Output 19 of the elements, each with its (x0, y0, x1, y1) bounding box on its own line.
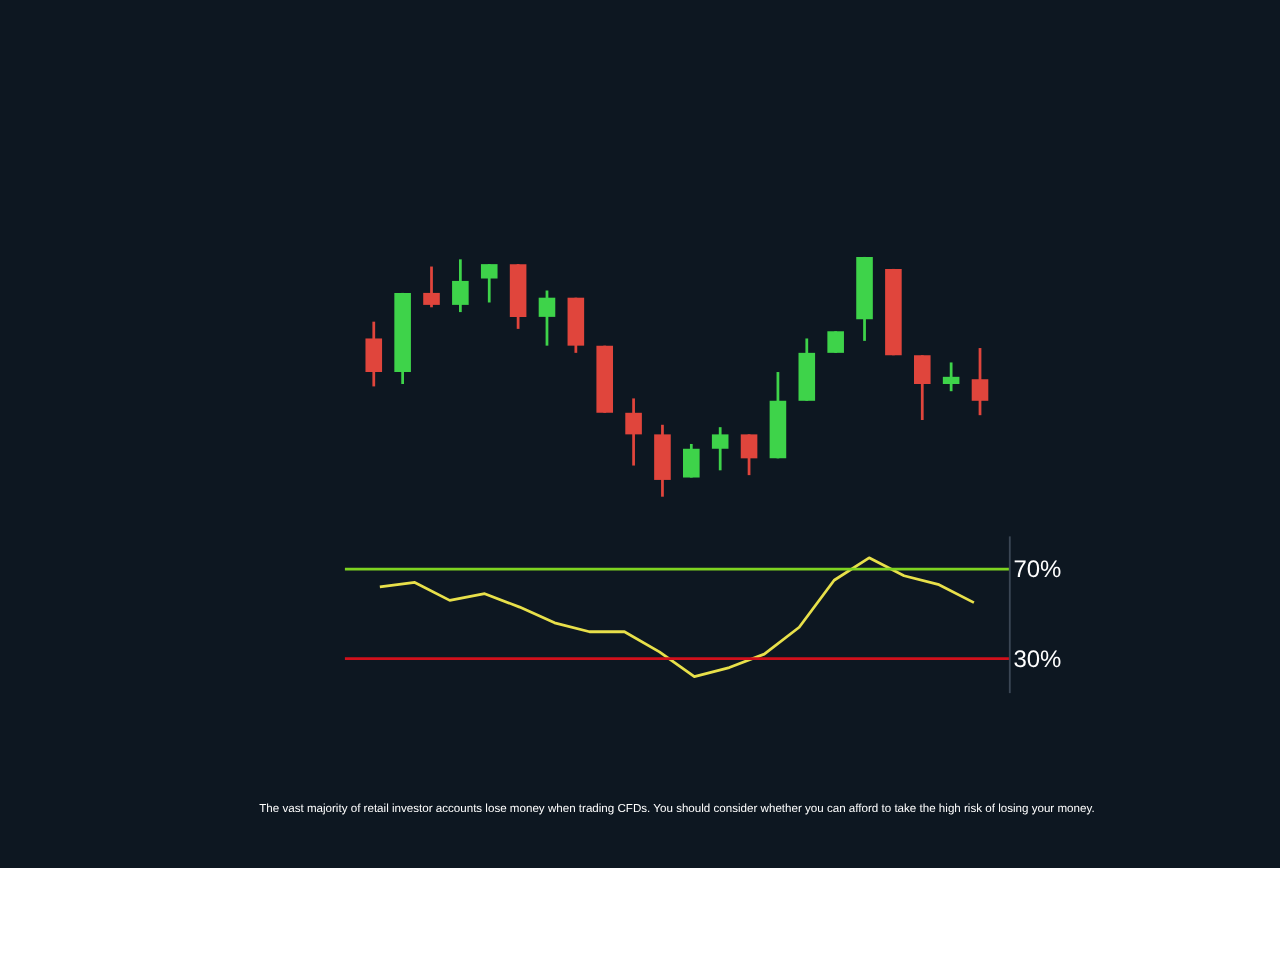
y-tick-label: 70% (1013, 555, 1063, 584)
candlestick (798, 337, 816, 403)
candlestick (365, 320, 383, 388)
candlestick (423, 265, 440, 309)
candlestick (942, 361, 960, 393)
candlestick (740, 432, 758, 477)
candlestick (452, 257, 469, 314)
candlestick (711, 425, 729, 472)
line-series (378, 556, 976, 678)
candlestick (913, 353, 931, 422)
y-tick-label: 30% (1013, 644, 1063, 673)
candlestick (827, 329, 844, 355)
candlestick (971, 346, 989, 417)
candlestick (654, 423, 671, 499)
candlestick (625, 397, 642, 467)
candlestick (538, 289, 556, 348)
candlestick (567, 296, 585, 355)
candlestick (683, 442, 700, 479)
candlestick (480, 262, 498, 304)
